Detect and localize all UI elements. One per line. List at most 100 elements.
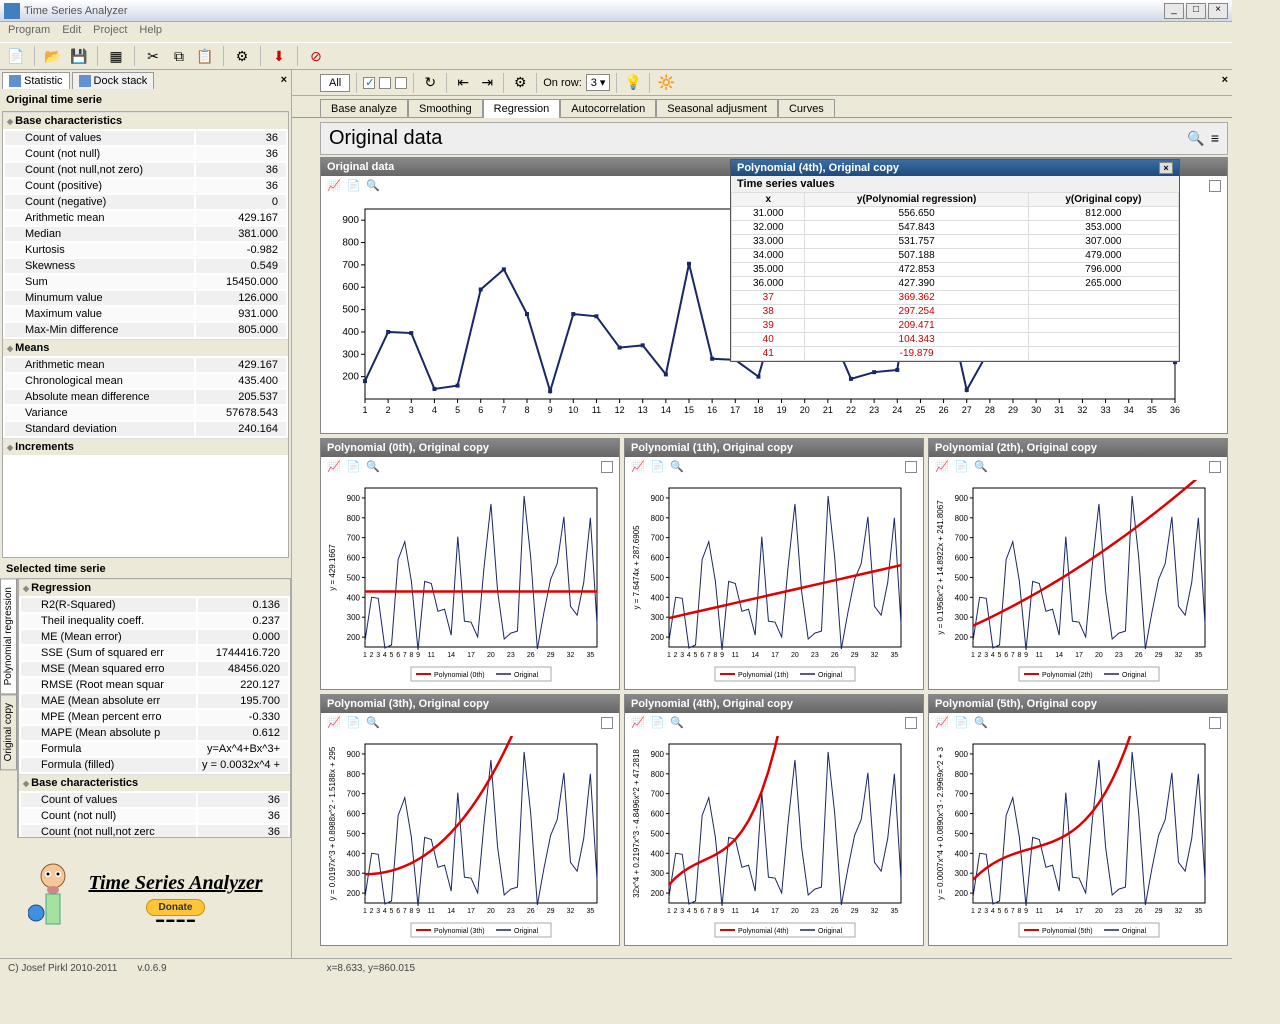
tab-statistic[interactable]: Statistic bbox=[2, 72, 70, 89]
popup-close-icon[interactable]: × bbox=[1159, 162, 1173, 174]
chart-check[interactable] bbox=[905, 461, 917, 473]
svg-text:2: 2 bbox=[674, 652, 678, 659]
check3[interactable] bbox=[395, 77, 407, 89]
section-regression[interactable]: Regression bbox=[19, 579, 290, 596]
cut-icon[interactable]: ✂ bbox=[143, 46, 163, 66]
logo-text: Time Series Analyzer bbox=[88, 872, 262, 895]
donate-button[interactable]: Donate bbox=[146, 899, 206, 916]
svg-text:8: 8 bbox=[713, 908, 717, 915]
chart-zoom-icon[interactable]: 🔍 bbox=[366, 716, 380, 729]
section-means[interactable]: Means bbox=[3, 339, 288, 356]
stat-row: Median381.000 bbox=[5, 227, 286, 241]
tab-dock-stack[interactable]: Dock stack bbox=[72, 72, 155, 89]
chart-zoom-icon[interactable]: 🔍 bbox=[366, 460, 380, 473]
chart-plot-icon[interactable]: 📈 bbox=[327, 179, 341, 192]
chart-doc-icon[interactable]: 📄 bbox=[347, 179, 361, 192]
svg-text:20: 20 bbox=[791, 652, 799, 659]
open-icon[interactable]: 📂 bbox=[43, 46, 63, 66]
vtab-polynomial[interactable]: Polynomial regression bbox=[0, 578, 17, 694]
col-y2: y(Original copy) bbox=[1028, 193, 1178, 207]
list-icon[interactable]: ≡ bbox=[1211, 130, 1219, 147]
svg-text:8: 8 bbox=[713, 652, 717, 659]
tab-regression[interactable]: Regression bbox=[483, 99, 561, 118]
paste-icon[interactable]: 📋 bbox=[195, 46, 215, 66]
maximize-button[interactable]: □ bbox=[1186, 3, 1206, 19]
alignleft-icon[interactable]: ⇤ bbox=[453, 73, 473, 93]
chart-zoom-icon[interactable]: 🔍 bbox=[366, 179, 380, 192]
gear-icon[interactable]: ⚙ bbox=[510, 73, 530, 93]
refresh-icon[interactable]: ↻ bbox=[420, 73, 440, 93]
stat-row: Max-Min difference805.000 bbox=[5, 323, 286, 337]
svg-text:17: 17 bbox=[730, 405, 740, 415]
chart-plot-icon[interactable]: 📈 bbox=[327, 460, 341, 473]
copy-icon[interactable]: ⧉ bbox=[169, 46, 189, 66]
chart-check[interactable] bbox=[905, 717, 917, 729]
close-panel-icon[interactable]: × bbox=[281, 74, 287, 86]
vtab-original-copy[interactable]: Original copy bbox=[0, 694, 17, 770]
tab-curves[interactable]: Curves bbox=[778, 99, 835, 118]
section-base2[interactable]: Base characteristics bbox=[19, 774, 290, 791]
export-pdf-icon[interactable]: ⬇ bbox=[269, 46, 289, 66]
chart-plot-icon[interactable]: 📈 bbox=[935, 460, 949, 473]
settings-icon[interactable]: ⚙ bbox=[232, 46, 252, 66]
svg-text:6: 6 bbox=[1004, 908, 1008, 915]
svg-text:600: 600 bbox=[347, 554, 361, 563]
tab-seasonal[interactable]: Seasonal adjusment bbox=[656, 99, 778, 118]
tab-autocorrelation[interactable]: Autocorrelation bbox=[560, 99, 656, 118]
onrow-select[interactable]: 3 ▾ bbox=[586, 74, 611, 91]
svg-text:700: 700 bbox=[955, 534, 969, 543]
chart-doc-icon[interactable]: 📄 bbox=[347, 460, 361, 473]
menu-program[interactable]: Program bbox=[8, 24, 50, 40]
chart-plot-icon[interactable]: 📈 bbox=[631, 716, 645, 729]
svg-text:11: 11 bbox=[428, 908, 435, 915]
chart-zoom-icon[interactable]: 🔍 bbox=[670, 460, 684, 473]
chart-zoom-icon[interactable]: 🔍 bbox=[974, 460, 988, 473]
check2[interactable] bbox=[379, 77, 391, 89]
menu-help[interactable]: Help bbox=[139, 24, 162, 40]
app-icon bbox=[4, 3, 20, 19]
chart-check[interactable] bbox=[601, 717, 613, 729]
svg-text:9: 9 bbox=[720, 908, 724, 915]
chart-check[interactable] bbox=[601, 461, 613, 473]
close-button[interactable]: × bbox=[1208, 3, 1228, 19]
chart-check[interactable] bbox=[1209, 180, 1221, 192]
save-icon[interactable]: 💾 bbox=[69, 46, 89, 66]
help-icon[interactable]: 💡 bbox=[623, 73, 643, 93]
section-increments[interactable]: Increments bbox=[3, 438, 288, 455]
chart-zoom-icon[interactable]: 🔍 bbox=[670, 716, 684, 729]
chart-zoom-icon[interactable]: 🔍 bbox=[974, 716, 988, 729]
highlight-icon[interactable]: 🔆 bbox=[656, 73, 676, 93]
tab-base-analyze[interactable]: Base analyze bbox=[320, 99, 408, 118]
chart-doc-icon[interactable]: 📄 bbox=[955, 716, 969, 729]
svg-text:600: 600 bbox=[651, 554, 665, 563]
minimize-button[interactable]: _ bbox=[1164, 3, 1184, 19]
all-button[interactable]: All bbox=[320, 74, 350, 92]
stop-icon[interactable]: ⊘ bbox=[306, 46, 326, 66]
check1[interactable]: ✓ bbox=[363, 77, 375, 89]
table-row: 36.000427.390265.000 bbox=[732, 277, 1179, 291]
tab-smoothing[interactable]: Smoothing bbox=[408, 99, 483, 118]
section-base-char[interactable]: Base characteristics bbox=[3, 112, 288, 129]
small-chart: 2003004005006007008009001234567891114172… bbox=[629, 480, 909, 685]
chart-doc-icon[interactable]: 📄 bbox=[955, 460, 969, 473]
chart-plot-icon[interactable]: 📈 bbox=[935, 716, 949, 729]
svg-text:2: 2 bbox=[674, 908, 678, 915]
alignright-icon[interactable]: ⇥ bbox=[477, 73, 497, 93]
menu-project[interactable]: Project bbox=[93, 24, 127, 40]
chart-doc-icon[interactable]: 📄 bbox=[651, 460, 665, 473]
regression-stats-panel: Regression R2(R-Squared)0.136Theil inequ… bbox=[18, 578, 291, 838]
grid-icon[interactable]: ▦ bbox=[106, 46, 126, 66]
chart-plot-icon[interactable]: 📈 bbox=[327, 716, 341, 729]
chart-plot-icon[interactable]: 📈 bbox=[631, 460, 645, 473]
svg-text:400: 400 bbox=[651, 593, 665, 602]
chart-check[interactable] bbox=[1209, 461, 1221, 473]
svg-text:4: 4 bbox=[432, 405, 437, 415]
zoom-icon[interactable]: 🔍 bbox=[1187, 130, 1204, 147]
menu-edit[interactable]: Edit bbox=[62, 24, 81, 40]
svg-text:Polynomial (5th): Polynomial (5th) bbox=[1042, 928, 1093, 935]
chart-doc-icon[interactable]: 📄 bbox=[651, 716, 665, 729]
new-icon[interactable]: 📄 bbox=[6, 46, 26, 66]
chart-check[interactable] bbox=[1209, 717, 1221, 729]
chart-doc-icon[interactable]: 📄 bbox=[347, 716, 361, 729]
close-right-icon[interactable]: × bbox=[1222, 74, 1228, 86]
